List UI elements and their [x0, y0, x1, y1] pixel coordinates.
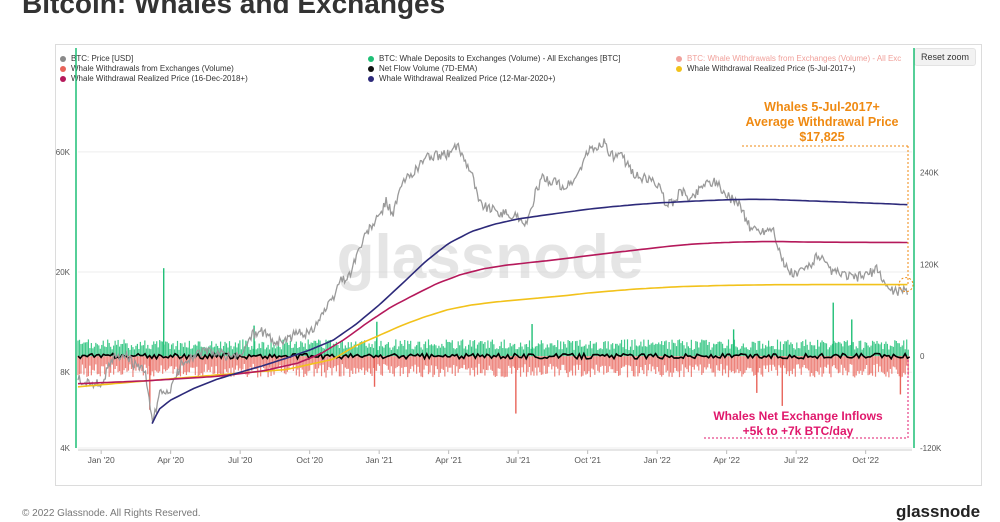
rp_2018-line: [77, 240, 908, 385]
annotation-orange-text: $17,825: [799, 130, 844, 144]
annotation-orange-text: Whales 5-Jul-2017+: [764, 100, 880, 114]
y-right-tick-label: -120K: [920, 444, 942, 453]
x-tick-label: Apr '21: [435, 455, 462, 465]
rp_2020-line: [151, 198, 908, 424]
x-tick-label: Oct '21: [574, 455, 601, 465]
x-tick-label: Jul '22: [784, 455, 809, 465]
legend-marker-icon: [676, 65, 682, 72]
legend-item[interactable]: Whale Withdrawal Realized Price (5-Jul-2…: [676, 64, 855, 73]
legend-marker-icon: [676, 55, 682, 62]
x-tick-label: Jul '20: [228, 455, 253, 465]
legend-item[interactable]: BTC: Price [USD]: [60, 54, 133, 63]
x-tick-label: Apr '20: [157, 455, 184, 465]
reset-zoom-button[interactable]: Reset zoom: [914, 48, 976, 66]
legend-marker-icon: [60, 55, 66, 62]
x-tick-label: Apr '22: [713, 455, 740, 465]
legend-label: Whale Withdrawal Realized Price (5-Jul-2…: [687, 64, 856, 73]
legend-label: BTC: Whale Withdrawals from Exchanges (V…: [687, 54, 902, 63]
watermark: glassnode: [337, 223, 644, 292]
page-title: Bitcoin: Whales and Exchanges: [22, 0, 446, 19]
y-left-tick-label: 20K: [56, 268, 71, 277]
y-right-tick-label: 0: [920, 352, 925, 361]
flow-bars: [77, 268, 911, 414]
legend-item[interactable]: Whale Withdrawal Realized Price (16-Dec-…: [60, 74, 248, 83]
series-lines: [77, 138, 909, 424]
legend-label: BTC: Whale Deposits to Exchanges (Volume…: [379, 54, 621, 63]
legend-label: Whale Withdrawal Realized Price (16-Dec-…: [71, 74, 248, 83]
x-tick-label: Jan '21: [366, 455, 393, 465]
price-line: [77, 138, 909, 422]
legend-item[interactable]: Whale Withdrawal Realized Price (12-Mar-…: [368, 74, 555, 83]
x-tick-label: Oct '20: [296, 455, 323, 465]
legend-label: Whale Withdrawals from Exchanges (Volume…: [71, 64, 234, 73]
legend-label: Whale Withdrawal Realized Price (12-Mar-…: [379, 74, 556, 83]
x-tick-label: Jul '21: [506, 455, 531, 465]
annotation-orange-text: Average Withdrawal Price: [746, 115, 899, 129]
brand-logo: glassnode: [896, 502, 981, 521]
legend-marker-icon: [368, 65, 374, 72]
axes: 4K 8K 20K 60K -120K 0 120K 240K Jan '20 Apr '20 Ju…: [56, 48, 942, 465]
y-right-tick-label: 240K: [920, 169, 939, 178]
legend-label: BTC: Price [USD]: [71, 54, 134, 63]
x-tick-label: Jan '20: [88, 455, 115, 465]
grid: [78, 151, 912, 449]
legend-item[interactable]: BTC: Whale Deposits to Exchanges (Volume…: [368, 54, 620, 63]
rp_2017-line: [77, 283, 908, 388]
x-tick-label: Jan '22: [644, 455, 671, 465]
x-tick-label: Oct '22: [852, 455, 879, 465]
legend-item[interactable]: Net Flow Volume (7D-EMA): [368, 64, 477, 73]
y-left-tick-label: 8K: [60, 368, 70, 377]
legend-item[interactable]: BTC: Whale Withdrawals from Exchanges (V…: [676, 54, 901, 63]
legend-marker-icon: [60, 75, 66, 82]
legend-item[interactable]: Whale Withdrawals from Exchanges (Volume…: [60, 64, 234, 73]
y-left-tick-label: 60K: [56, 148, 71, 157]
annotation-marker-icon: [898, 277, 914, 293]
y-right-tick-label: 120K: [920, 260, 939, 269]
legend-label: Net Flow Volume (7D-EMA): [379, 64, 478, 73]
legend-marker-icon: [368, 55, 374, 62]
annotation-pink-text: +5k to +7k BTC/day: [743, 424, 854, 438]
copyright: © 2022 Glassnode. All Rights Reserved.: [22, 508, 201, 519]
y-left-tick-label: 4K: [60, 444, 70, 453]
legend-marker-icon: [368, 75, 374, 82]
annotation-pink-text: Whales Net Exchange Inflows: [713, 409, 883, 423]
net-flow-line: [77, 351, 911, 361]
legend-marker-icon: [60, 65, 66, 72]
annotations: Whales 5-Jul-2017+Average Withdrawal Pri…: [704, 100, 914, 439]
